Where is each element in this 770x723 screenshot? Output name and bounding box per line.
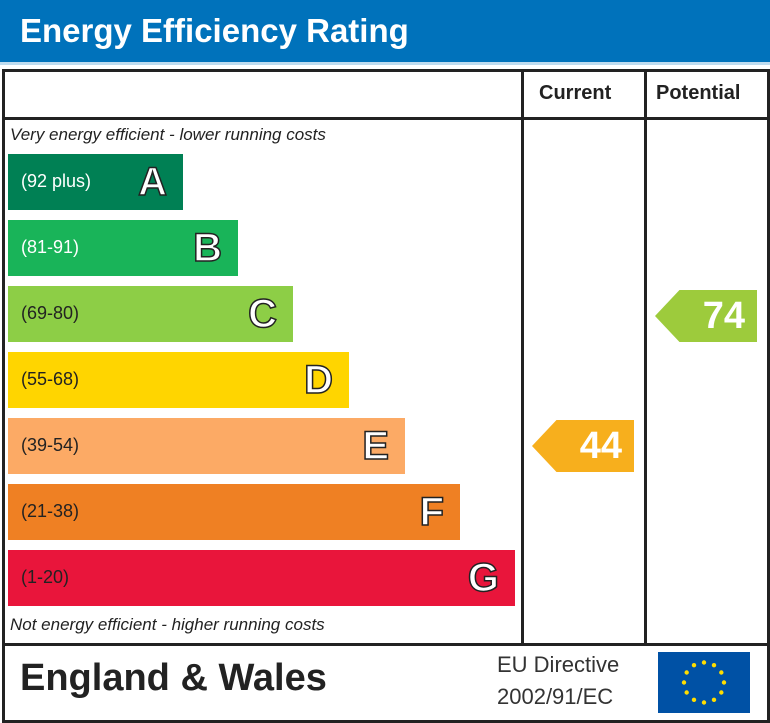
eu-star — [719, 670, 724, 675]
potential-rating-arrow: 74 — [655, 290, 757, 342]
bottom-note: Not energy efficient - higher running co… — [10, 615, 325, 634]
band-letter: C — [247, 291, 277, 337]
directive-line1: EU Directive — [497, 652, 620, 677]
directive-line2: 2002/91/EC — [497, 684, 614, 709]
band-bar-f: (21-38) F — [8, 484, 460, 540]
eu-star — [711, 697, 717, 703]
band-letter: B — [192, 225, 222, 271]
column-header-potential: Potential — [656, 82, 741, 104]
band-bar-d: (55-68) D — [8, 352, 349, 408]
eu-star — [691, 662, 697, 668]
eu-star — [701, 660, 707, 665]
band-letter: A — [137, 159, 167, 205]
eu-star — [691, 697, 697, 703]
eu-star — [701, 700, 707, 705]
top-note: Very energy efficient - lower running co… — [10, 125, 326, 144]
potential-rating-value: 74 — [702, 295, 745, 337]
eu-star — [711, 662, 717, 668]
band-letter: F — [419, 489, 445, 535]
band-letter: E — [362, 423, 390, 469]
band-bar-c: (69-80) C — [8, 286, 293, 342]
current-rating-value: 44 — [579, 425, 622, 467]
band-range: (69-80) — [21, 303, 80, 323]
divider — [2, 643, 770, 646]
column-header-current: Current — [539, 82, 612, 104]
current-rating-arrow: 44 — [532, 420, 634, 472]
chart-title: Energy Efficiency Rating — [20, 12, 409, 49]
eu-star — [721, 680, 727, 685]
band-letter: G — [467, 555, 500, 601]
region-label: England & Wales — [20, 657, 327, 699]
band-bar-g: (1-20) G — [8, 550, 515, 606]
eu-star — [684, 690, 689, 695]
band-range: (92 plus) — [21, 171, 92, 191]
eu-flag-icon — [658, 652, 750, 713]
band-bar-b: (81-91) B — [8, 220, 238, 276]
band-letter: D — [303, 357, 333, 403]
eu-star — [684, 670, 689, 675]
band-range: (21-38) — [21, 501, 80, 521]
eu-star — [719, 690, 724, 695]
band-range: (1-20) — [21, 567, 70, 587]
divider — [2, 117, 770, 120]
divider — [644, 69, 647, 645]
band-range: (39-54) — [21, 435, 80, 455]
band-bar-a: (92 plus) A — [8, 154, 183, 210]
title-banner: Energy Efficiency Rating — [0, 0, 770, 65]
band-range: (81-91) — [21, 237, 80, 257]
band-bar-e: (39-54) E — [8, 418, 405, 474]
band-range: (55-68) — [21, 369, 80, 389]
eu-star — [681, 680, 687, 685]
divider — [521, 69, 524, 645]
